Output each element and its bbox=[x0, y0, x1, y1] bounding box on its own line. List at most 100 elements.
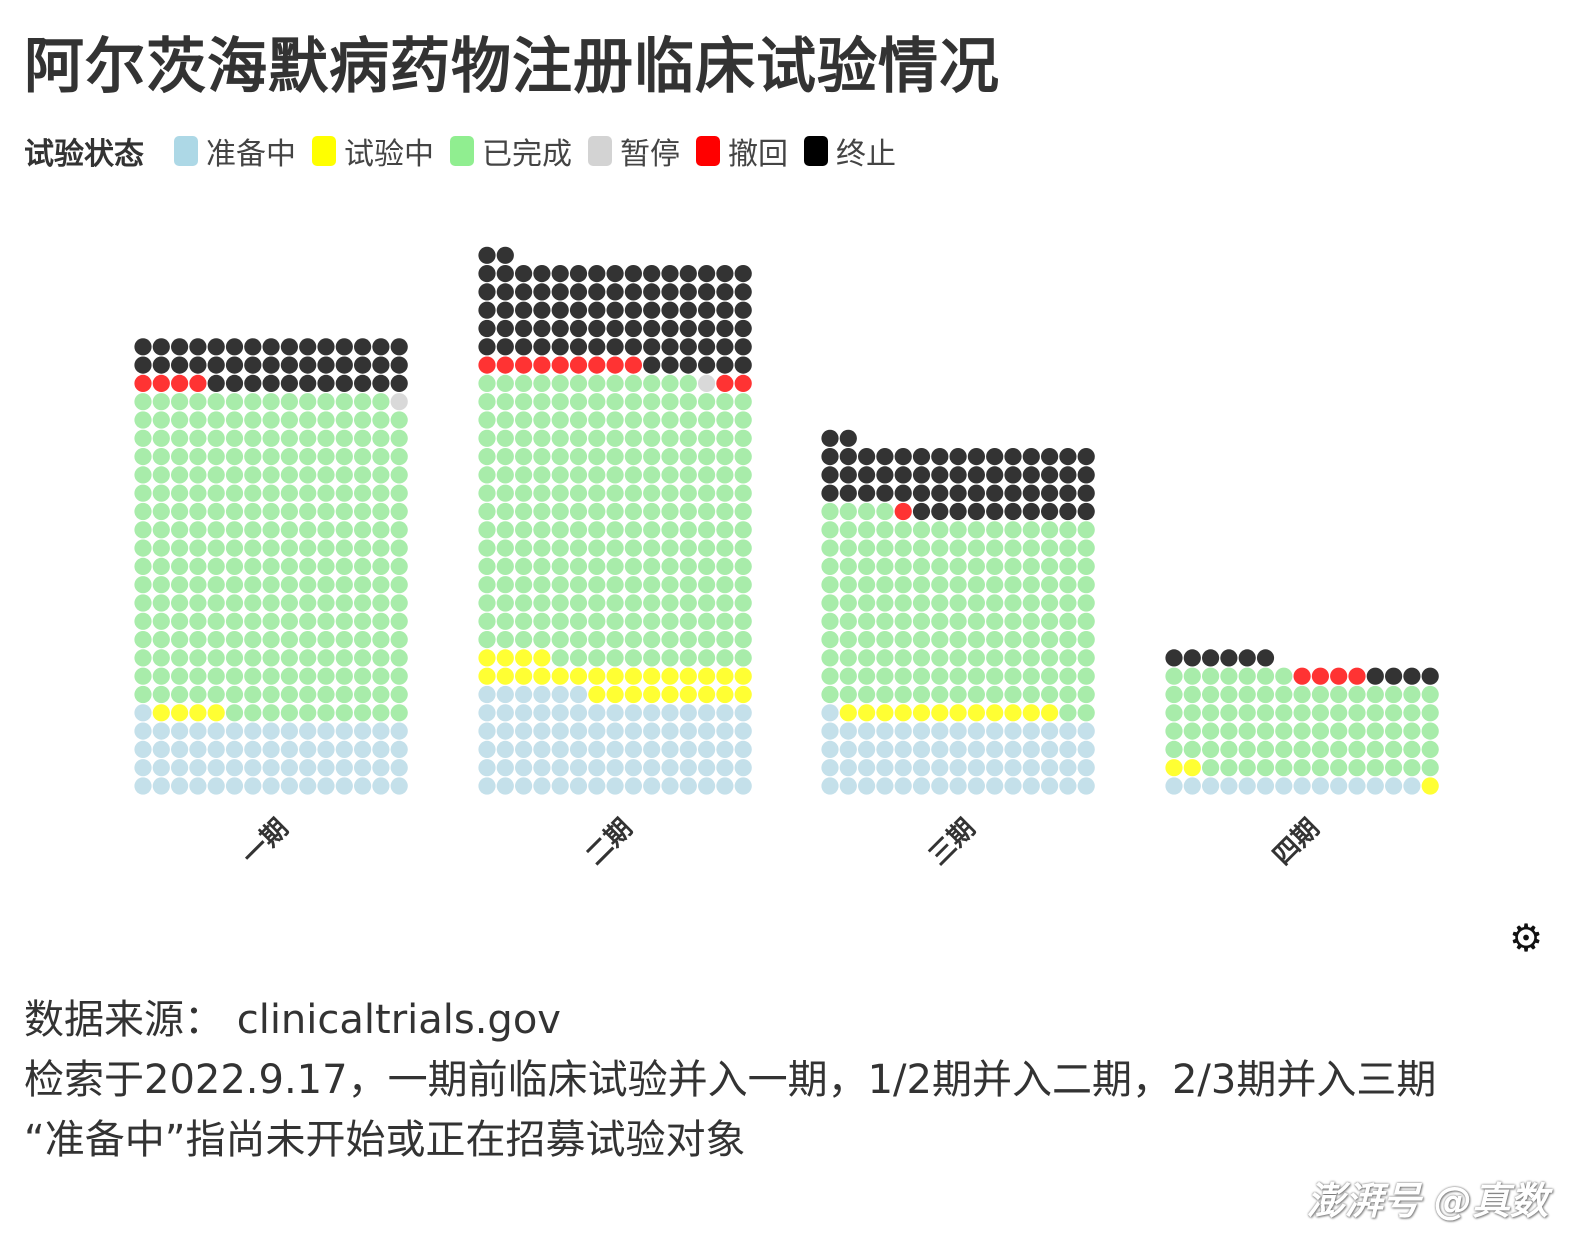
legend-item-ongoing[interactable]: 试验中 bbox=[312, 129, 434, 173]
waffle-dot bbox=[478, 759, 496, 777]
waffle-dot bbox=[624, 466, 643, 484]
waffle-dot bbox=[299, 594, 317, 612]
waffle-dot bbox=[299, 685, 317, 704]
waffle-dot bbox=[496, 667, 514, 685]
waffle-dot bbox=[569, 374, 588, 392]
waffle-dot bbox=[839, 576, 857, 594]
waffle-dot bbox=[661, 704, 679, 722]
waffle-dot bbox=[606, 484, 624, 502]
waffle-dot bbox=[244, 777, 262, 795]
waffle-dot bbox=[225, 612, 244, 630]
waffle-dot bbox=[569, 448, 588, 466]
waffle-dot bbox=[207, 777, 225, 795]
waffle-dot bbox=[171, 722, 189, 740]
waffle-dot bbox=[390, 740, 408, 759]
waffle-dot bbox=[821, 429, 839, 447]
waffle-dot bbox=[1041, 631, 1059, 649]
waffle-dot bbox=[496, 338, 514, 356]
waffle-dot bbox=[262, 576, 280, 594]
waffle-dot bbox=[569, 484, 588, 502]
waffle-dot bbox=[624, 283, 643, 301]
waffle-dot bbox=[734, 393, 752, 411]
waffle-dot bbox=[1385, 685, 1403, 704]
waffle-dot bbox=[624, 484, 643, 502]
waffle-dot bbox=[606, 685, 624, 704]
waffle-dot bbox=[1022, 612, 1040, 630]
waffle-dot bbox=[515, 649, 533, 667]
waffle-dot bbox=[152, 631, 170, 649]
waffle-dot bbox=[478, 429, 496, 447]
waffle-dot bbox=[1077, 448, 1095, 466]
waffle-dot bbox=[1004, 576, 1022, 594]
waffle-dot bbox=[588, 722, 606, 740]
waffle-dot bbox=[1004, 777, 1022, 795]
waffle-dot bbox=[152, 356, 170, 374]
waffle-dot bbox=[876, 466, 894, 484]
waffle-dot bbox=[821, 448, 839, 466]
waffle-dot bbox=[986, 502, 1004, 521]
waffle-dot bbox=[533, 338, 551, 356]
waffle-dot bbox=[317, 338, 335, 356]
legend-item-withdrawn[interactable]: 撤回 bbox=[696, 129, 788, 173]
waffle-dot bbox=[912, 667, 931, 685]
legend-item-suspended[interactable]: 暂停 bbox=[588, 129, 680, 173]
waffle-dot bbox=[244, 649, 262, 667]
waffle-dot bbox=[533, 429, 551, 447]
waffle-dot bbox=[390, 502, 408, 521]
waffle-dot bbox=[189, 356, 207, 374]
waffle-dot bbox=[515, 722, 533, 740]
waffle-dot bbox=[661, 466, 679, 484]
waffle-dot bbox=[533, 502, 551, 521]
waffle-dot bbox=[569, 777, 588, 795]
waffle-dot bbox=[858, 759, 876, 777]
waffle-dot bbox=[698, 576, 716, 594]
waffle-dot bbox=[551, 612, 569, 630]
waffle-dot bbox=[1077, 539, 1095, 557]
waffle-dot bbox=[207, 685, 225, 704]
waffle-dot bbox=[152, 393, 170, 411]
waffle-dot bbox=[317, 411, 335, 429]
waffle-dot bbox=[262, 448, 280, 466]
waffle-dot bbox=[679, 283, 697, 301]
waffle-dot bbox=[931, 612, 949, 630]
waffle-dot bbox=[839, 612, 857, 630]
waffle-dot bbox=[986, 649, 1004, 667]
waffle-dot bbox=[280, 484, 298, 502]
waffle-dot bbox=[821, 521, 839, 539]
waffle-dot bbox=[967, 521, 986, 539]
waffle-dot bbox=[661, 777, 679, 795]
legend-title: 试验状态 bbox=[24, 137, 144, 172]
waffle-dot bbox=[1275, 759, 1293, 777]
waffle-dot bbox=[1059, 612, 1077, 630]
waffle-dot bbox=[299, 704, 317, 722]
waffle-dot bbox=[317, 667, 335, 685]
waffle-dot bbox=[134, 777, 152, 795]
waffle-dot bbox=[588, 319, 606, 338]
waffle-dot bbox=[152, 649, 170, 667]
waffle-dot bbox=[152, 740, 170, 759]
waffle-dot bbox=[244, 740, 262, 759]
waffle-dot bbox=[894, 667, 912, 685]
waffle-dot bbox=[1059, 631, 1077, 649]
waffle-dot bbox=[734, 484, 752, 502]
waffle-dot bbox=[839, 466, 857, 484]
waffle-dot bbox=[496, 283, 514, 301]
waffle-dot bbox=[716, 667, 734, 685]
legend-item-preparing[interactable]: 准备中 bbox=[174, 129, 296, 173]
waffle-dot bbox=[134, 704, 152, 722]
waffle-dot bbox=[1293, 704, 1311, 722]
waffle-dot bbox=[894, 704, 912, 722]
waffle-dot bbox=[515, 612, 533, 630]
waffle-dot bbox=[894, 502, 912, 521]
waffle-dot bbox=[967, 631, 986, 649]
legend-item-terminated[interactable]: 终止 bbox=[804, 129, 896, 173]
waffle-dot bbox=[171, 777, 189, 795]
waffle-dot bbox=[967, 649, 986, 667]
waffle-dot bbox=[244, 704, 262, 722]
waffle-dot bbox=[1238, 667, 1256, 685]
waffle-dot bbox=[134, 612, 152, 630]
legend-item-completed[interactable]: 已完成 bbox=[450, 129, 572, 173]
gear-icon[interactable]: ⚙ bbox=[1508, 916, 1544, 960]
waffle-dot bbox=[734, 704, 752, 722]
waffle-dot bbox=[335, 777, 353, 795]
